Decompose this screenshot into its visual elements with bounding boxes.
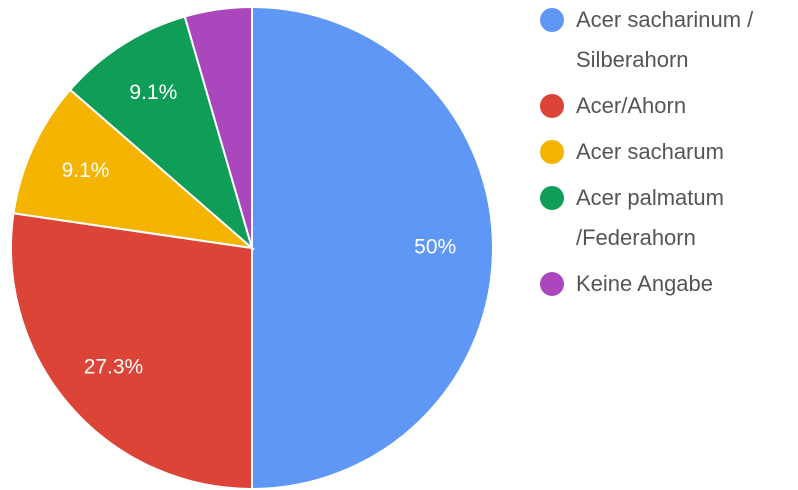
pie-slice: [10, 212, 253, 490]
legend-item: Keine Angabe: [540, 268, 798, 304]
pie-slice: [68, 15, 254, 251]
legend-item: Acer palmatum /Federahorn: [540, 182, 798, 258]
legend-label: Keine Angabe: [576, 271, 714, 296]
slice-label: 9.1%: [62, 159, 110, 182]
slice-label: 9.1%: [129, 81, 177, 104]
legend-swatch: [540, 8, 564, 32]
legend-item: Acer/Ahorn: [540, 90, 798, 126]
slice-label: 50%: [414, 236, 456, 259]
legend-swatch: [540, 140, 564, 164]
pie-chart: 50% 27.3% 9.1% 9.1%: [10, 5, 494, 490]
legend-item: Acer sacharinum / Silberahorn: [540, 4, 798, 80]
legend-label: Acer palmatum /Federahorn: [576, 185, 724, 250]
slice-label: 27.3%: [84, 355, 144, 378]
legend-label: Acer sacharinum / Silberahorn: [576, 7, 754, 72]
legend-item: Acer sacharum: [540, 136, 798, 172]
legend-label: Acer sacharum: [576, 139, 724, 164]
legend-swatch: [540, 186, 564, 210]
pie-slice: [251, 5, 494, 490]
legend-swatch: [540, 272, 564, 296]
pie-slice: [12, 88, 256, 250]
pie-slice: [183, 5, 253, 249]
legend-swatch: [540, 94, 564, 118]
legend-label: Acer/Ahorn: [576, 93, 687, 118]
legend: Acer sacharinum / Silberahorn Acer/Ahorn A…: [540, 4, 798, 314]
